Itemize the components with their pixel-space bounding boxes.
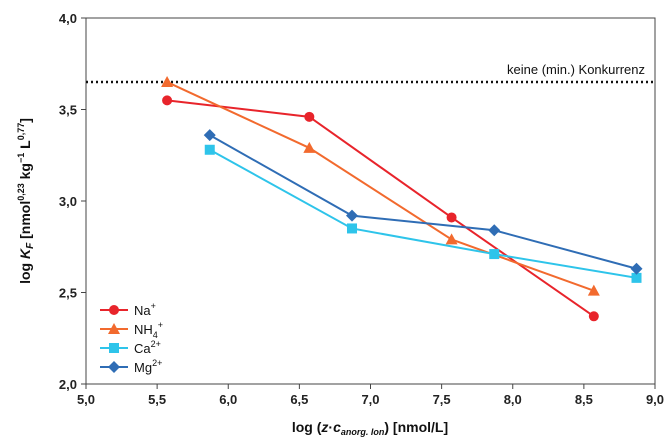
- data-point-triangle: [161, 76, 174, 88]
- series-line: [209, 148, 637, 279]
- data-point-diamond: [108, 361, 120, 373]
- x-axis-title: log (z·canorg. Ion) [nmol/L]: [292, 419, 448, 437]
- y-axis-title: log KF [nmol0,23 kg−1 L0,77]: [16, 118, 36, 284]
- legend-label: Na+: [134, 301, 156, 318]
- data-point-triangle: [587, 284, 600, 296]
- y-tick-label: 3,0: [59, 194, 77, 209]
- x-tick-label: 6,0: [219, 392, 237, 407]
- data-point-circle: [446, 212, 457, 223]
- data-point-square: [204, 144, 215, 155]
- y-tick-label: 2,5: [59, 286, 77, 301]
- data-point-triangle: [303, 141, 316, 153]
- series-line: [166, 99, 595, 318]
- data-point-circle: [109, 305, 119, 315]
- x-tick-label: 8,0: [504, 392, 522, 407]
- series-nh4: [161, 76, 600, 296]
- x-tick-label: 7,5: [433, 392, 451, 407]
- y-tick-label: 4,0: [59, 11, 77, 26]
- data-point-square: [631, 272, 642, 283]
- series-mg: [203, 129, 643, 275]
- x-tick-label: 9,0: [646, 392, 664, 407]
- plot-area: [85, 17, 656, 385]
- x-tick-label: 6,5: [290, 392, 308, 407]
- legend-item: Na+: [100, 301, 156, 318]
- legend: Na+ NH4+Ca2+ Mg2+: [100, 301, 163, 375]
- data-point-square: [489, 249, 500, 260]
- data-point-square: [347, 223, 358, 234]
- data-point-diamond: [488, 224, 501, 237]
- data-point-triangle: [108, 323, 120, 334]
- legend-label: NH4+: [134, 320, 163, 340]
- data-point-diamond: [203, 129, 216, 142]
- series-line: [209, 134, 637, 270]
- reference-line-label: keine (min.) Konkurrenz: [507, 62, 645, 77]
- data-point-square: [109, 343, 119, 353]
- x-tick-label: 8,5: [575, 392, 593, 407]
- series-na: [162, 95, 599, 322]
- legend-item: Ca2+: [100, 339, 161, 356]
- legend-item: Mg2+: [100, 358, 162, 375]
- x-tick-label: 5,5: [148, 392, 166, 407]
- series-layer: [161, 76, 643, 322]
- data-point-circle: [588, 311, 599, 322]
- legend-label: Mg2+: [134, 358, 162, 375]
- data-point-diamond: [630, 262, 643, 275]
- legend-item: NH4+: [100, 320, 163, 340]
- y-tick-label: 2,0: [59, 377, 77, 392]
- axis-ticks: 5,0 5,5 6,0 6,5 7,0 7,5 8,0 8,5 9,0 2,0 2,5 3,0 3,5 4…: [59, 11, 664, 407]
- data-point-circle: [162, 95, 173, 106]
- data-point-triangle: [445, 233, 458, 245]
- series-line: [166, 81, 595, 292]
- legend-label: Ca2+: [134, 339, 161, 356]
- x-tick-label: 5,0: [77, 392, 95, 407]
- series-ca: [204, 144, 642, 283]
- y-tick-label: 3,5: [59, 103, 77, 118]
- x-tick-label: 7,0: [361, 392, 379, 407]
- data-point-circle: [304, 111, 315, 122]
- data-point-diamond: [346, 209, 359, 222]
